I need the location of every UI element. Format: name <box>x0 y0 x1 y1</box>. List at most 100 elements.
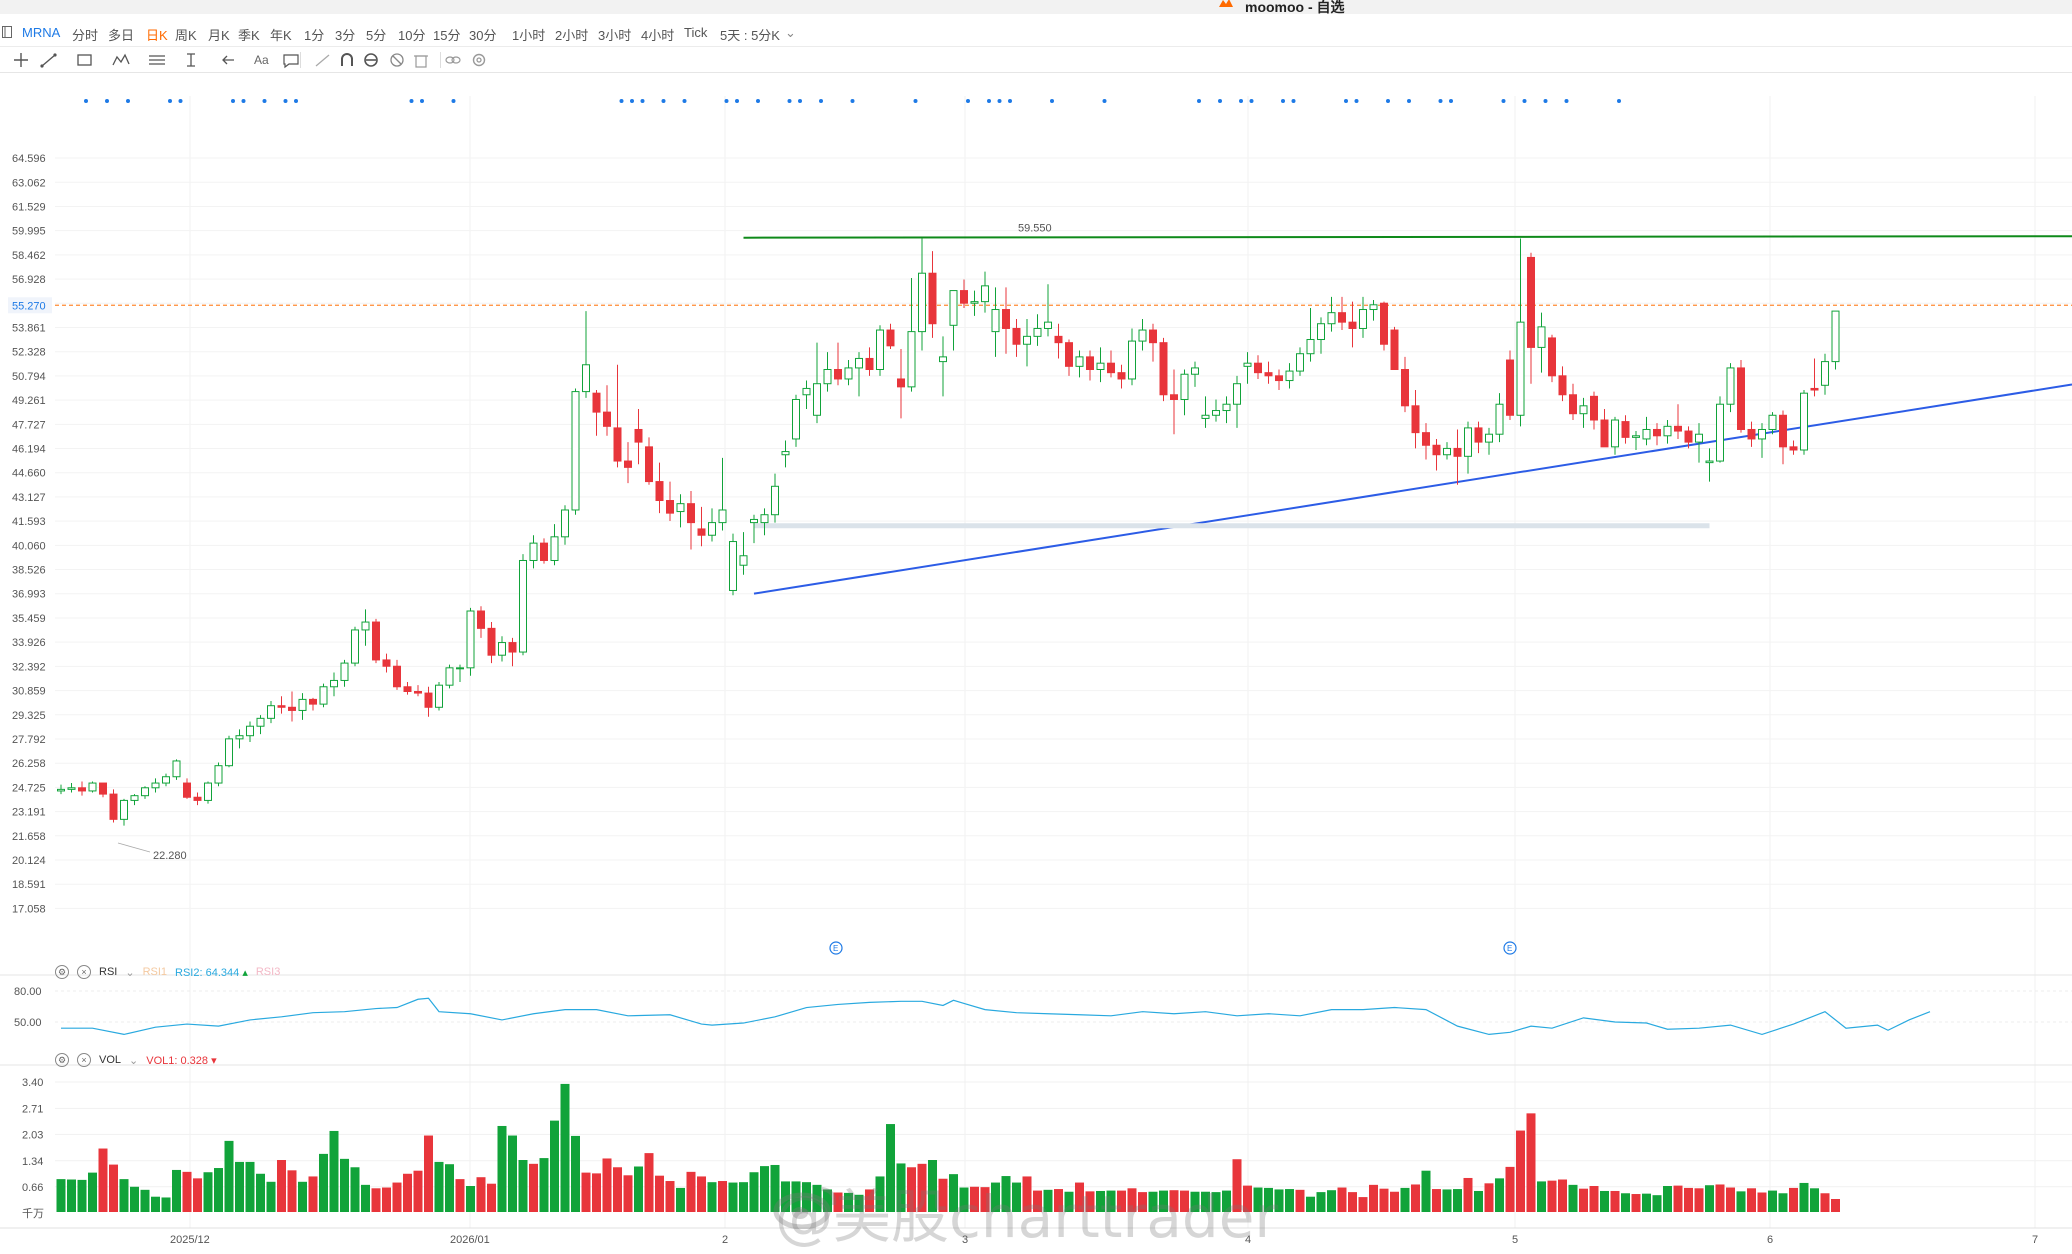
rsi-close-icon[interactable]: × <box>77 965 91 979</box>
signal-dot <box>1544 99 1548 103</box>
signal-dot <box>1103 99 1107 103</box>
rsi-settings-icon[interactable]: ⚙ <box>55 965 69 979</box>
candle-body <box>1402 370 1409 406</box>
volume-bar <box>1621 1193 1630 1212</box>
candle-body <box>1160 343 1167 395</box>
volume-bar <box>120 1179 129 1212</box>
volume-bar <box>151 1197 160 1212</box>
volume-bar <box>960 1188 969 1212</box>
candle-body <box>1339 313 1346 322</box>
candle <box>1622 415 1629 443</box>
candle <box>194 793 201 806</box>
price-tick: 36.993 <box>12 589 46 601</box>
candle-body <box>625 461 632 467</box>
candle-body <box>404 687 411 692</box>
candle-body <box>688 504 695 523</box>
signal-dot <box>1281 99 1285 103</box>
candle <box>824 352 831 391</box>
candle <box>436 682 443 710</box>
candle <box>961 280 968 308</box>
candle <box>1276 370 1283 391</box>
candle-body <box>215 766 222 783</box>
candle <box>1003 287 1010 353</box>
volume-bar <box>67 1180 76 1213</box>
volume-bar <box>487 1184 496 1212</box>
volume-bar <box>361 1185 370 1212</box>
candle-body <box>467 611 474 668</box>
vol-dropdown-icon[interactable]: ⌄ <box>129 1054 138 1067</box>
candle-body <box>1192 368 1199 374</box>
price-tick: 50.794 <box>12 371 46 383</box>
volume-bar <box>1170 1190 1179 1212</box>
signal-dot <box>851 99 855 103</box>
volume-bar <box>540 1158 549 1212</box>
candle-body <box>1591 396 1598 420</box>
vol-close-icon[interactable]: × <box>77 1053 91 1067</box>
candle-body <box>289 707 296 710</box>
volume-bar <box>424 1136 433 1212</box>
candle <box>1538 313 1545 373</box>
candle <box>100 783 107 797</box>
signal-dot <box>683 99 687 103</box>
rsi-dropdown-icon[interactable]: ⌄ <box>125 966 134 979</box>
candle-body <box>194 797 201 800</box>
price-tick: 40.060 <box>12 540 46 552</box>
candle-body <box>1622 422 1629 438</box>
vol-down-icon: ▾ <box>211 1055 217 1067</box>
candle-body <box>352 630 359 663</box>
candle <box>1192 362 1199 387</box>
candle <box>488 622 495 663</box>
volume-bar <box>687 1172 696 1212</box>
volume-bar <box>918 1164 927 1212</box>
candle <box>320 684 327 708</box>
candle-body <box>1318 324 1325 340</box>
candle-body <box>541 543 548 560</box>
volume-bar <box>456 1179 465 1212</box>
candle-body <box>803 388 810 394</box>
volume-bar <box>792 1181 801 1212</box>
candle <box>289 692 296 722</box>
volume-bar <box>1768 1191 1777 1212</box>
volume-bar <box>823 1189 832 1212</box>
price-tick: 24.725 <box>12 782 46 794</box>
price-axis: 64.59663.06261.52959.99558.46256.92855.3… <box>8 153 2072 915</box>
candle <box>1738 360 1745 433</box>
candle-body <box>1570 395 1577 414</box>
candle-body <box>1433 445 1440 454</box>
volume-bar <box>1369 1185 1378 1212</box>
candle-body <box>929 273 936 324</box>
candle-body <box>1496 404 1503 434</box>
candle <box>1780 411 1787 465</box>
price-tick: 23.191 <box>12 807 46 819</box>
signal-dot <box>179 99 183 103</box>
time-tick: 7 <box>2032 1234 2038 1246</box>
volume-bar <box>1264 1188 1273 1212</box>
candle <box>782 441 789 468</box>
volume-bar <box>498 1126 507 1212</box>
candle-body <box>835 370 842 379</box>
volume-bar <box>414 1171 423 1212</box>
candle-body <box>1360 310 1367 329</box>
current-price-label: 55.270 <box>12 300 46 312</box>
high-label: 59.550 <box>1018 223 1052 235</box>
candle-body <box>593 393 600 412</box>
volume-bar <box>855 1195 864 1212</box>
candle <box>1066 340 1073 376</box>
candle-body <box>1255 363 1262 372</box>
volume-bar <box>603 1158 612 1212</box>
candle <box>614 365 621 468</box>
volume-bar <box>204 1172 213 1212</box>
candle <box>530 535 537 568</box>
signal-dot <box>998 99 1002 103</box>
price-tick: 64.596 <box>12 153 46 165</box>
rsi-name: RSI <box>99 966 117 978</box>
candle-body <box>1066 343 1073 367</box>
candle <box>299 693 306 720</box>
candle-body <box>1412 406 1419 433</box>
candle <box>58 785 65 794</box>
vol-settings-icon[interactable]: ⚙ <box>55 1053 69 1067</box>
volume-bar <box>435 1162 444 1212</box>
candle <box>341 660 348 687</box>
candle-body <box>1643 429 1650 438</box>
